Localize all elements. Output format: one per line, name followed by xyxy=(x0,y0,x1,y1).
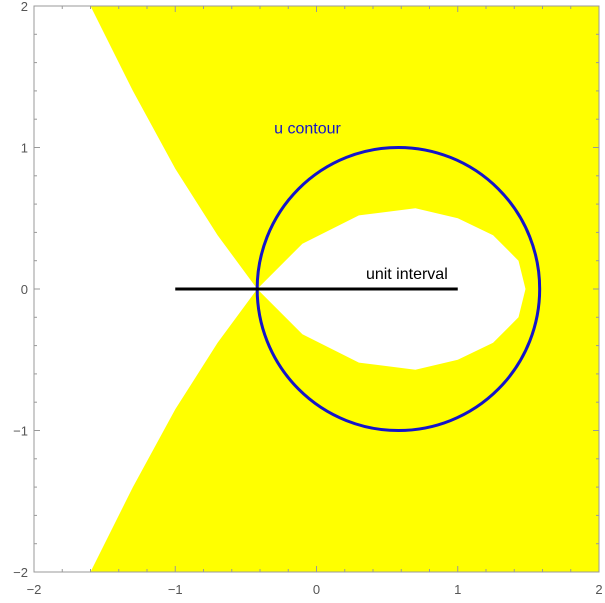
x-tick-label: 0 xyxy=(313,582,320,597)
x-tick-label: −1 xyxy=(168,582,183,597)
yellow-region xyxy=(90,6,599,572)
x-tick-label: −2 xyxy=(27,582,42,597)
x-tick-label: 1 xyxy=(454,582,461,597)
x-tick-label: 2 xyxy=(595,582,602,597)
u-contour-circle xyxy=(255,146,542,432)
y-tick-label: 1 xyxy=(21,141,28,156)
u-contour-label: u contour xyxy=(274,120,341,137)
y-tick-label: 2 xyxy=(21,0,28,14)
unit-interval-label: unit interval xyxy=(366,266,448,283)
y-tick-label: −2 xyxy=(13,565,28,580)
x-axis-ticks: −2 −1 0 1 2 xyxy=(27,6,603,597)
y-axis-ticks: −2 −1 0 1 2 xyxy=(13,0,599,580)
y-tick-label: 0 xyxy=(21,282,28,297)
y-tick-label: −1 xyxy=(13,424,28,439)
plot-area: u contour unit interval xyxy=(90,6,599,572)
